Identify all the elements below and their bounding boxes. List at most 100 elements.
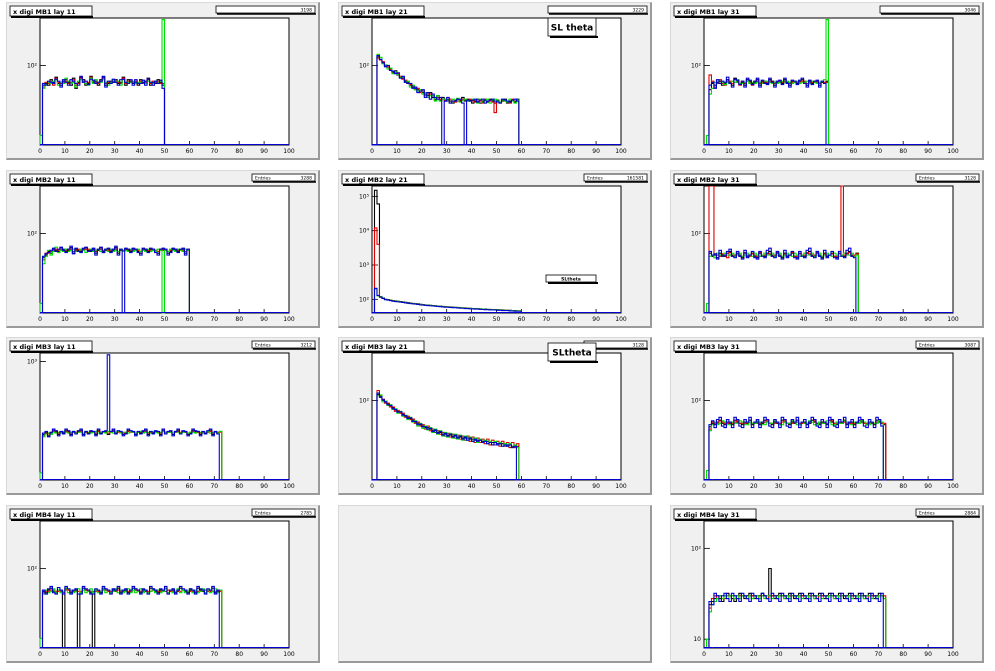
x-tick-label: 20 xyxy=(750,651,758,658)
histogram-0: 0 10 20 30 40 50 60 70 80 90 100 10² x digi MB1 lay … xyxy=(9,5,316,155)
x-tick-label: 80 xyxy=(567,316,575,323)
x-tick-label: 90 xyxy=(260,651,268,658)
histogram-title: x digi MB1 lay 31 xyxy=(677,8,740,16)
series-blue xyxy=(40,75,166,146)
x-tick-label: 20 xyxy=(418,483,426,490)
x-tick-label: 80 xyxy=(235,483,243,490)
histogram-1: 0 10 20 30 40 50 60 70 80 90 100 10² x digi MB1 lay … xyxy=(341,5,648,155)
y-tick-label: 10² xyxy=(359,397,370,404)
x-tick-label: 70 xyxy=(542,483,550,490)
x-tick-label: 20 xyxy=(750,316,758,323)
y-tick-label: 10² xyxy=(691,62,702,69)
histogram-title: x digi MB1 lay 21 xyxy=(345,8,408,16)
histogram-title: x digi MB3 lay 11 xyxy=(13,343,76,351)
y-tick-label: 10² xyxy=(27,230,38,237)
series-blue xyxy=(40,585,222,649)
plot-frame xyxy=(371,185,622,314)
stats-label: Entries xyxy=(255,511,271,517)
stats-entries: 3087 xyxy=(965,343,977,349)
x-tick-label: 90 xyxy=(924,148,932,155)
x-tick-label: 50 xyxy=(493,148,501,155)
histogram-2: 0 10 20 30 40 50 60 70 80 90 100 10² x digi MB1 lay … xyxy=(673,5,980,155)
histogram-7: 0 10 20 30 40 50 60 70 80 90 100 10² x digi MB3 lay … xyxy=(341,340,648,490)
plot-frame xyxy=(703,185,954,314)
stats-label: Entries xyxy=(255,176,271,182)
x-tick-label: 30 xyxy=(775,651,783,658)
histogram-5: 0 10 20 30 40 50 60 70 80 90 100 10² x digi MB2 lay … xyxy=(673,173,980,323)
histogram-title: x digi MB2 lay 21 xyxy=(345,176,408,184)
x-tick-label: 70 xyxy=(874,651,882,658)
x-tick-label: 20 xyxy=(86,483,94,490)
x-tick-label: 100 xyxy=(615,148,627,155)
histogram-title: x digi MB4 lay 11 xyxy=(13,511,76,519)
stats-entries: 3128 xyxy=(633,343,645,349)
y-tick-label: 10 xyxy=(693,636,701,643)
note-text: SLtheta xyxy=(561,277,581,283)
x-tick-label: 50 xyxy=(825,483,833,490)
pad-empty xyxy=(338,505,652,663)
y-tick-label: 10² xyxy=(691,545,702,552)
x-tick-label: 0 xyxy=(702,148,706,155)
x-tick-label: 60 xyxy=(186,651,194,658)
x-tick-label: 20 xyxy=(86,316,94,323)
stats-box xyxy=(915,340,980,349)
plot-frame xyxy=(371,352,622,481)
x-tick-label: 80 xyxy=(899,148,907,155)
x-tick-label: 90 xyxy=(924,651,932,658)
x-tick-label: 40 xyxy=(136,483,144,490)
x-tick-label: 10 xyxy=(393,483,401,490)
y-tick-label: 10³ xyxy=(27,358,38,365)
x-tick-label: 100 xyxy=(283,316,295,323)
x-tick-label: 100 xyxy=(283,483,295,490)
histogram-title: x digi MB2 lay 11 xyxy=(13,176,76,184)
plot-frame xyxy=(371,17,622,146)
x-tick-label: 90 xyxy=(260,483,268,490)
x-tick-label: 30 xyxy=(443,483,451,490)
x-tick-label: 30 xyxy=(111,148,119,155)
histogram-9: 0 10 20 30 40 50 60 70 80 90 100 10² x digi MB4 lay … xyxy=(9,508,316,658)
x-tick-label: 20 xyxy=(86,651,94,658)
x-tick-label: 0 xyxy=(38,483,42,490)
x-tick-label: 60 xyxy=(850,316,858,323)
x-tick-label: 80 xyxy=(567,483,575,490)
stats-box xyxy=(251,508,316,517)
histogram-8: 0 10 20 30 40 50 60 70 80 90 100 10² x digi MB3 lay … xyxy=(673,340,980,490)
x-tick-label: 100 xyxy=(947,483,959,490)
stats-label: Entries xyxy=(255,343,271,349)
series-blue xyxy=(704,416,886,481)
x-tick-label: 30 xyxy=(443,316,451,323)
x-tick-label: 0 xyxy=(702,316,706,323)
x-tick-label: 30 xyxy=(775,483,783,490)
x-tick-label: 100 xyxy=(947,148,959,155)
histogram-3: 0 10 20 30 40 50 60 70 80 90 100 10² x digi MB2 lay … xyxy=(9,173,316,323)
x-tick-label: 30 xyxy=(443,148,451,155)
x-tick-label: 30 xyxy=(775,316,783,323)
x-tick-label: 20 xyxy=(750,148,758,155)
series-blue xyxy=(40,354,222,481)
x-tick-label: 40 xyxy=(136,148,144,155)
x-tick-label: 90 xyxy=(592,316,600,323)
x-tick-label: 40 xyxy=(468,483,476,490)
x-tick-label: 90 xyxy=(924,483,932,490)
x-tick-label: 70 xyxy=(874,483,882,490)
x-tick-label: 70 xyxy=(542,316,550,323)
x-tick-label: 10 xyxy=(61,651,69,658)
x-tick-label: 10 xyxy=(61,148,69,155)
x-tick-label: 80 xyxy=(235,148,243,155)
stats-entries: 2884 xyxy=(965,511,977,517)
stats-entries: 2785 xyxy=(301,511,313,517)
x-tick-label: 20 xyxy=(86,148,94,155)
x-tick-label: 40 xyxy=(136,316,144,323)
stats-label: Entries xyxy=(919,511,935,517)
x-tick-label: 30 xyxy=(111,483,119,490)
x-tick-label: 40 xyxy=(800,483,808,490)
stats-entries: 3198 xyxy=(301,8,313,14)
stats-box xyxy=(251,340,316,349)
histogram-6: 0 10 20 30 40 50 60 70 80 90 100 10³ x digi MB3 lay … xyxy=(9,340,316,490)
x-tick-label: 60 xyxy=(518,483,526,490)
stats-entries: 3229 xyxy=(633,8,645,14)
x-tick-label: 100 xyxy=(615,316,627,323)
x-tick-label: 10 xyxy=(725,316,733,323)
stats-box xyxy=(547,5,648,14)
